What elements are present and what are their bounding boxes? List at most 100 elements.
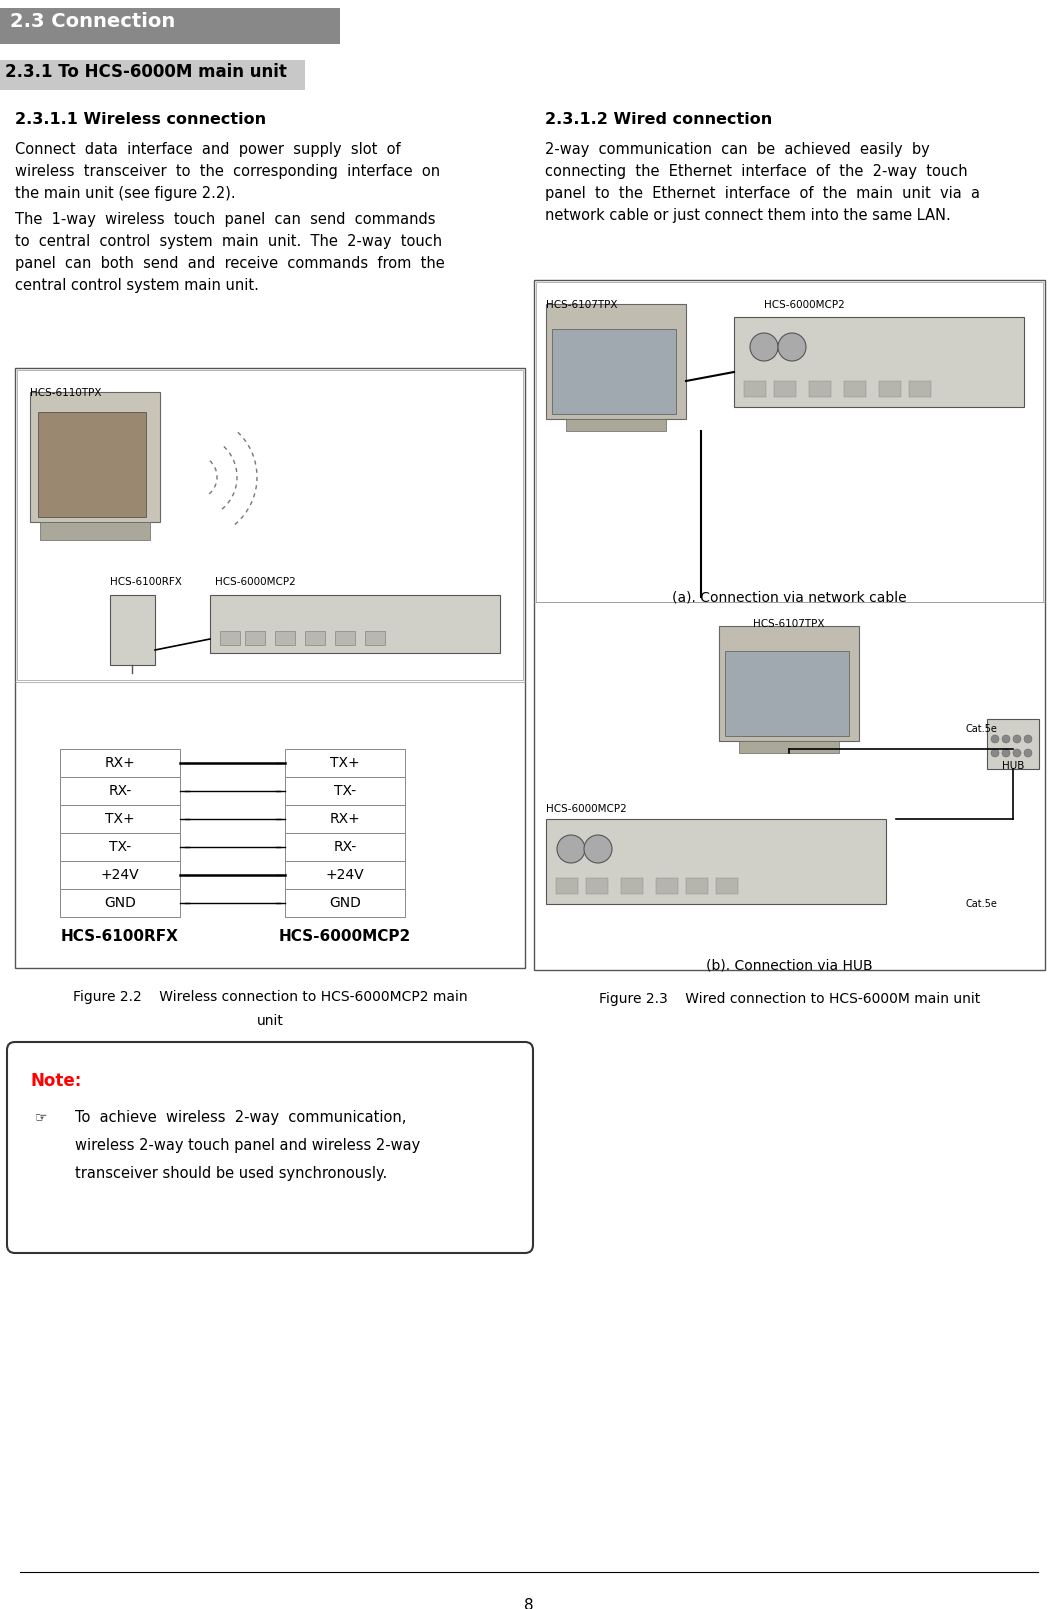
Text: To  achieve  wireless  2-way  communication,: To achieve wireless 2-way communication, (75, 1110, 406, 1125)
Text: Figure 2.2    Wireless connection to HCS-6000MCP2 main: Figure 2.2 Wireless connection to HCS-60… (73, 990, 468, 1004)
Bar (546, 304, 686, 418)
Text: HCS-6000MCP2: HCS-6000MCP2 (279, 928, 412, 944)
Text: (a). Connection via network cable: (a). Connection via network cable (672, 591, 907, 603)
Text: wireless 2-way touch panel and wireless 2-way: wireless 2-way touch panel and wireless … (75, 1138, 420, 1154)
Text: 2.3.1.2 Wired connection: 2.3.1.2 Wired connection (545, 113, 772, 127)
Bar (0, 60, 305, 90)
Circle shape (778, 333, 806, 360)
Bar (774, 381, 796, 397)
Text: connecting  the  Ethernet  interface  of  the  2-way  touch: connecting the Ethernet interface of the… (545, 164, 968, 179)
Bar (15, 368, 525, 969)
Text: The  1-way  wireless  touch  panel  can  send  commands: The 1-way wireless touch panel can send … (15, 212, 436, 227)
Circle shape (991, 735, 999, 743)
Bar (586, 879, 608, 895)
Text: RX+: RX+ (330, 813, 361, 825)
Bar (60, 833, 180, 861)
Bar (60, 777, 180, 804)
Bar (285, 861, 405, 890)
Bar (220, 631, 240, 645)
Circle shape (1013, 750, 1021, 756)
Text: HCS-6000MCP2: HCS-6000MCP2 (215, 578, 296, 587)
Text: TX-: TX- (109, 840, 131, 854)
Text: HCS-6000MCP2: HCS-6000MCP2 (764, 299, 844, 311)
Text: HCS-6107TPX: HCS-6107TPX (546, 299, 618, 311)
Bar (285, 777, 405, 804)
FancyBboxPatch shape (7, 1043, 533, 1253)
Circle shape (1002, 750, 1010, 756)
Bar (656, 879, 678, 895)
Bar (17, 370, 523, 681)
Text: panel  can  both  send  and  receive  commands  from  the: panel can both send and receive commands… (15, 256, 444, 270)
Bar (60, 890, 180, 917)
Text: HUB: HUB (1002, 761, 1024, 771)
Bar (536, 282, 1043, 602)
Circle shape (1024, 750, 1032, 756)
Bar (30, 393, 160, 521)
Circle shape (557, 835, 585, 862)
Bar (738, 742, 839, 753)
Bar (557, 879, 578, 895)
Bar (0, 8, 340, 43)
Text: GND: GND (329, 896, 361, 911)
Text: TX-: TX- (334, 784, 357, 798)
Bar (305, 631, 325, 645)
Bar (209, 595, 500, 653)
Bar (909, 381, 931, 397)
Text: HCS-6100RFX: HCS-6100RFX (61, 928, 179, 944)
Text: 2.3 Connection: 2.3 Connection (10, 11, 176, 31)
Text: (b). Connection via HUB: (b). Connection via HUB (706, 957, 873, 972)
Bar (621, 879, 643, 895)
Bar (734, 317, 1024, 407)
Text: 8: 8 (524, 1598, 534, 1609)
Text: the main unit (see figure 2.2).: the main unit (see figure 2.2). (15, 187, 236, 201)
Bar (719, 626, 859, 742)
Text: HCS-6100RFX: HCS-6100RFX (110, 578, 182, 587)
Text: transceiver should be used synchronously.: transceiver should be used synchronously… (75, 1167, 387, 1181)
Text: TX+: TX+ (105, 813, 134, 825)
Text: GND: GND (104, 896, 135, 911)
Text: unit: unit (256, 1014, 284, 1028)
Text: Cat.5e: Cat.5e (965, 899, 997, 909)
Text: Note:: Note: (30, 1072, 81, 1089)
Bar (566, 418, 665, 431)
Bar (285, 804, 405, 833)
Circle shape (1024, 735, 1032, 743)
Text: 2.3.1 To HCS-6000M main unit: 2.3.1 To HCS-6000M main unit (5, 63, 287, 80)
Text: wireless  transceiver  to  the  corresponding  interface  on: wireless transceiver to the correspondin… (15, 164, 440, 179)
Text: panel  to  the  Ethernet  interface  of  the  main  unit  via  a: panel to the Ethernet interface of the m… (545, 187, 980, 201)
Circle shape (991, 750, 999, 756)
Bar (725, 652, 849, 735)
Text: TX+: TX+ (330, 756, 360, 771)
Text: Figure 2.3    Wired connection to HCS-6000M main unit: Figure 2.3 Wired connection to HCS-6000M… (599, 993, 980, 1006)
Circle shape (1013, 735, 1021, 743)
Bar (38, 412, 146, 516)
Text: 2-way  communication  can  be  achieved  easily  by: 2-way communication can be achieved easi… (545, 142, 930, 158)
Bar (60, 861, 180, 890)
Text: HCS-6107TPX: HCS-6107TPX (753, 619, 825, 629)
Text: HCS-6000MCP2: HCS-6000MCP2 (546, 804, 626, 814)
Bar (40, 521, 150, 541)
Bar (60, 750, 180, 777)
Text: RX-: RX- (333, 840, 357, 854)
Text: HCS-6110TPX: HCS-6110TPX (30, 388, 102, 397)
Bar (744, 381, 766, 397)
Text: central control system main unit.: central control system main unit. (15, 278, 259, 293)
Bar (285, 833, 405, 861)
Bar (844, 381, 867, 397)
Text: ☞: ☞ (35, 1110, 48, 1125)
Bar (60, 804, 180, 833)
Bar (809, 381, 831, 397)
Bar (335, 631, 355, 645)
Text: +24V: +24V (326, 867, 364, 882)
Text: to  central  control  system  main  unit.  The  2-way  touch: to central control system main unit. The… (15, 233, 442, 249)
Text: RX-: RX- (108, 784, 131, 798)
Bar (245, 631, 264, 645)
Text: RX+: RX+ (105, 756, 135, 771)
Bar (285, 750, 405, 777)
Bar (879, 381, 901, 397)
Text: Connect  data  interface  and  power  supply  slot  of: Connect data interface and power supply … (15, 142, 401, 158)
Circle shape (1002, 735, 1010, 743)
Bar (285, 890, 405, 917)
Text: +24V: +24V (101, 867, 140, 882)
Text: network cable or just connect them into the same LAN.: network cable or just connect them into … (545, 208, 951, 224)
